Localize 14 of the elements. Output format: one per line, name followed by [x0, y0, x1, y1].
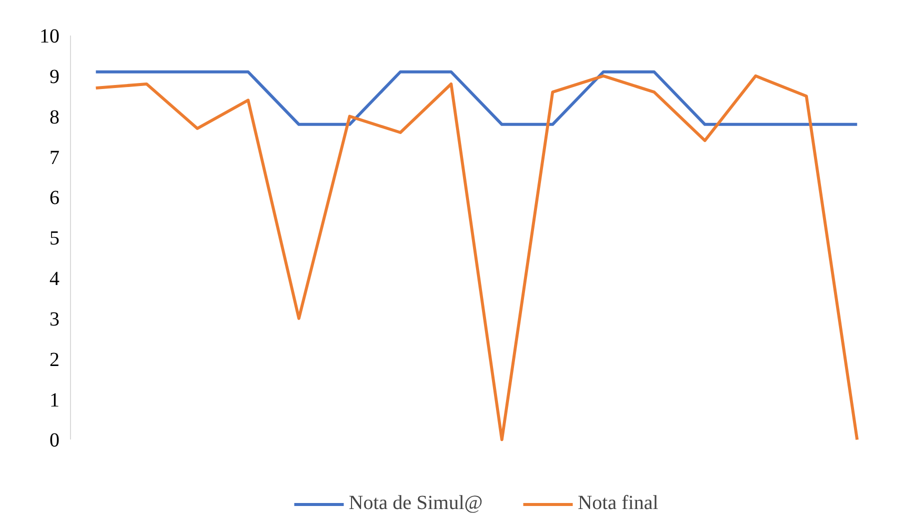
y-tick-label: 2: [50, 348, 60, 371]
legend-label: Nota de Simul@: [348, 492, 483, 515]
y-tick-label: 3: [50, 308, 60, 330]
y-tick-label: 6: [50, 187, 60, 210]
y-tick-label: 9: [50, 66, 60, 88]
legend-label: Nota final: [578, 492, 658, 515]
y-tick-label: 0: [50, 430, 60, 452]
y-tick-label: 5: [50, 228, 60, 250]
y-tick-label: 1: [50, 389, 60, 412]
y-tick-label: 4: [50, 268, 60, 290]
y-tick-label: 10: [40, 26, 60, 48]
y-tick-label: 7: [50, 146, 60, 169]
y-tick-label: 8: [50, 106, 60, 128]
line-series: [94, 74, 859, 442]
